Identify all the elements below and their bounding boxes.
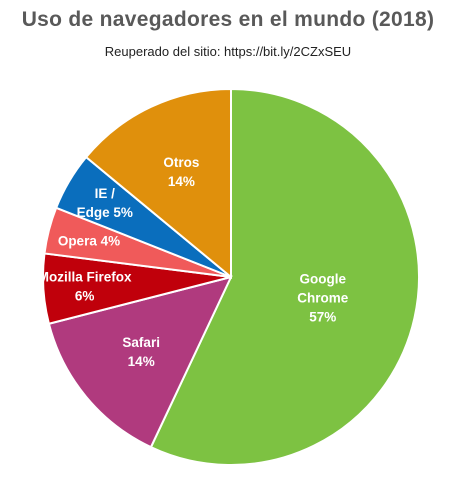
slice-label-opera: Opera 4% bbox=[58, 234, 120, 249]
slice-label-line: Otros bbox=[163, 155, 199, 170]
slice-label-mozilla-firefox: Mozilla Firefox 6% bbox=[38, 270, 132, 304]
chart-title: Uso de navegadores en el mundo (2018) bbox=[21, 8, 435, 31]
slice-label-line: IE / bbox=[95, 186, 116, 201]
slice-label-line: 6% bbox=[75, 289, 95, 304]
slice-label-google-chrome: Google Chrome 57% bbox=[297, 272, 348, 325]
slice-label-line: Chrome bbox=[297, 291, 348, 306]
slice-label-line: Safari bbox=[122, 335, 160, 350]
slice-label-line: Edge 5% bbox=[77, 205, 133, 220]
pie-slices bbox=[42, 87, 420, 466]
slice-label-line: Mozilla Firefox bbox=[38, 270, 132, 285]
pie-slice-safari bbox=[47, 275, 233, 449]
slice-label-line: Google bbox=[299, 272, 346, 287]
chart-subtitle: Reuperado del sitio: https://bit.ly/2CZx… bbox=[104, 44, 352, 59]
slice-label-line: Opera 4% bbox=[58, 234, 120, 249]
pie-slice-otros bbox=[84, 87, 232, 280]
slice-label-otros: Otros 14% bbox=[163, 155, 199, 189]
slice-label-line: 57% bbox=[309, 310, 336, 325]
slice-label-line: 14% bbox=[128, 354, 155, 369]
slice-label-ie-edge: IE / Edge 5% bbox=[77, 186, 133, 220]
pie-slice-google-chrome bbox=[149, 87, 420, 466]
slice-label-line: 14% bbox=[168, 174, 195, 189]
slice-label-safari: Safari 14% bbox=[122, 335, 160, 369]
pie-labels: Google Chrome 57% Safari 14% Mozilla Firefox 6… bbox=[38, 155, 349, 369]
